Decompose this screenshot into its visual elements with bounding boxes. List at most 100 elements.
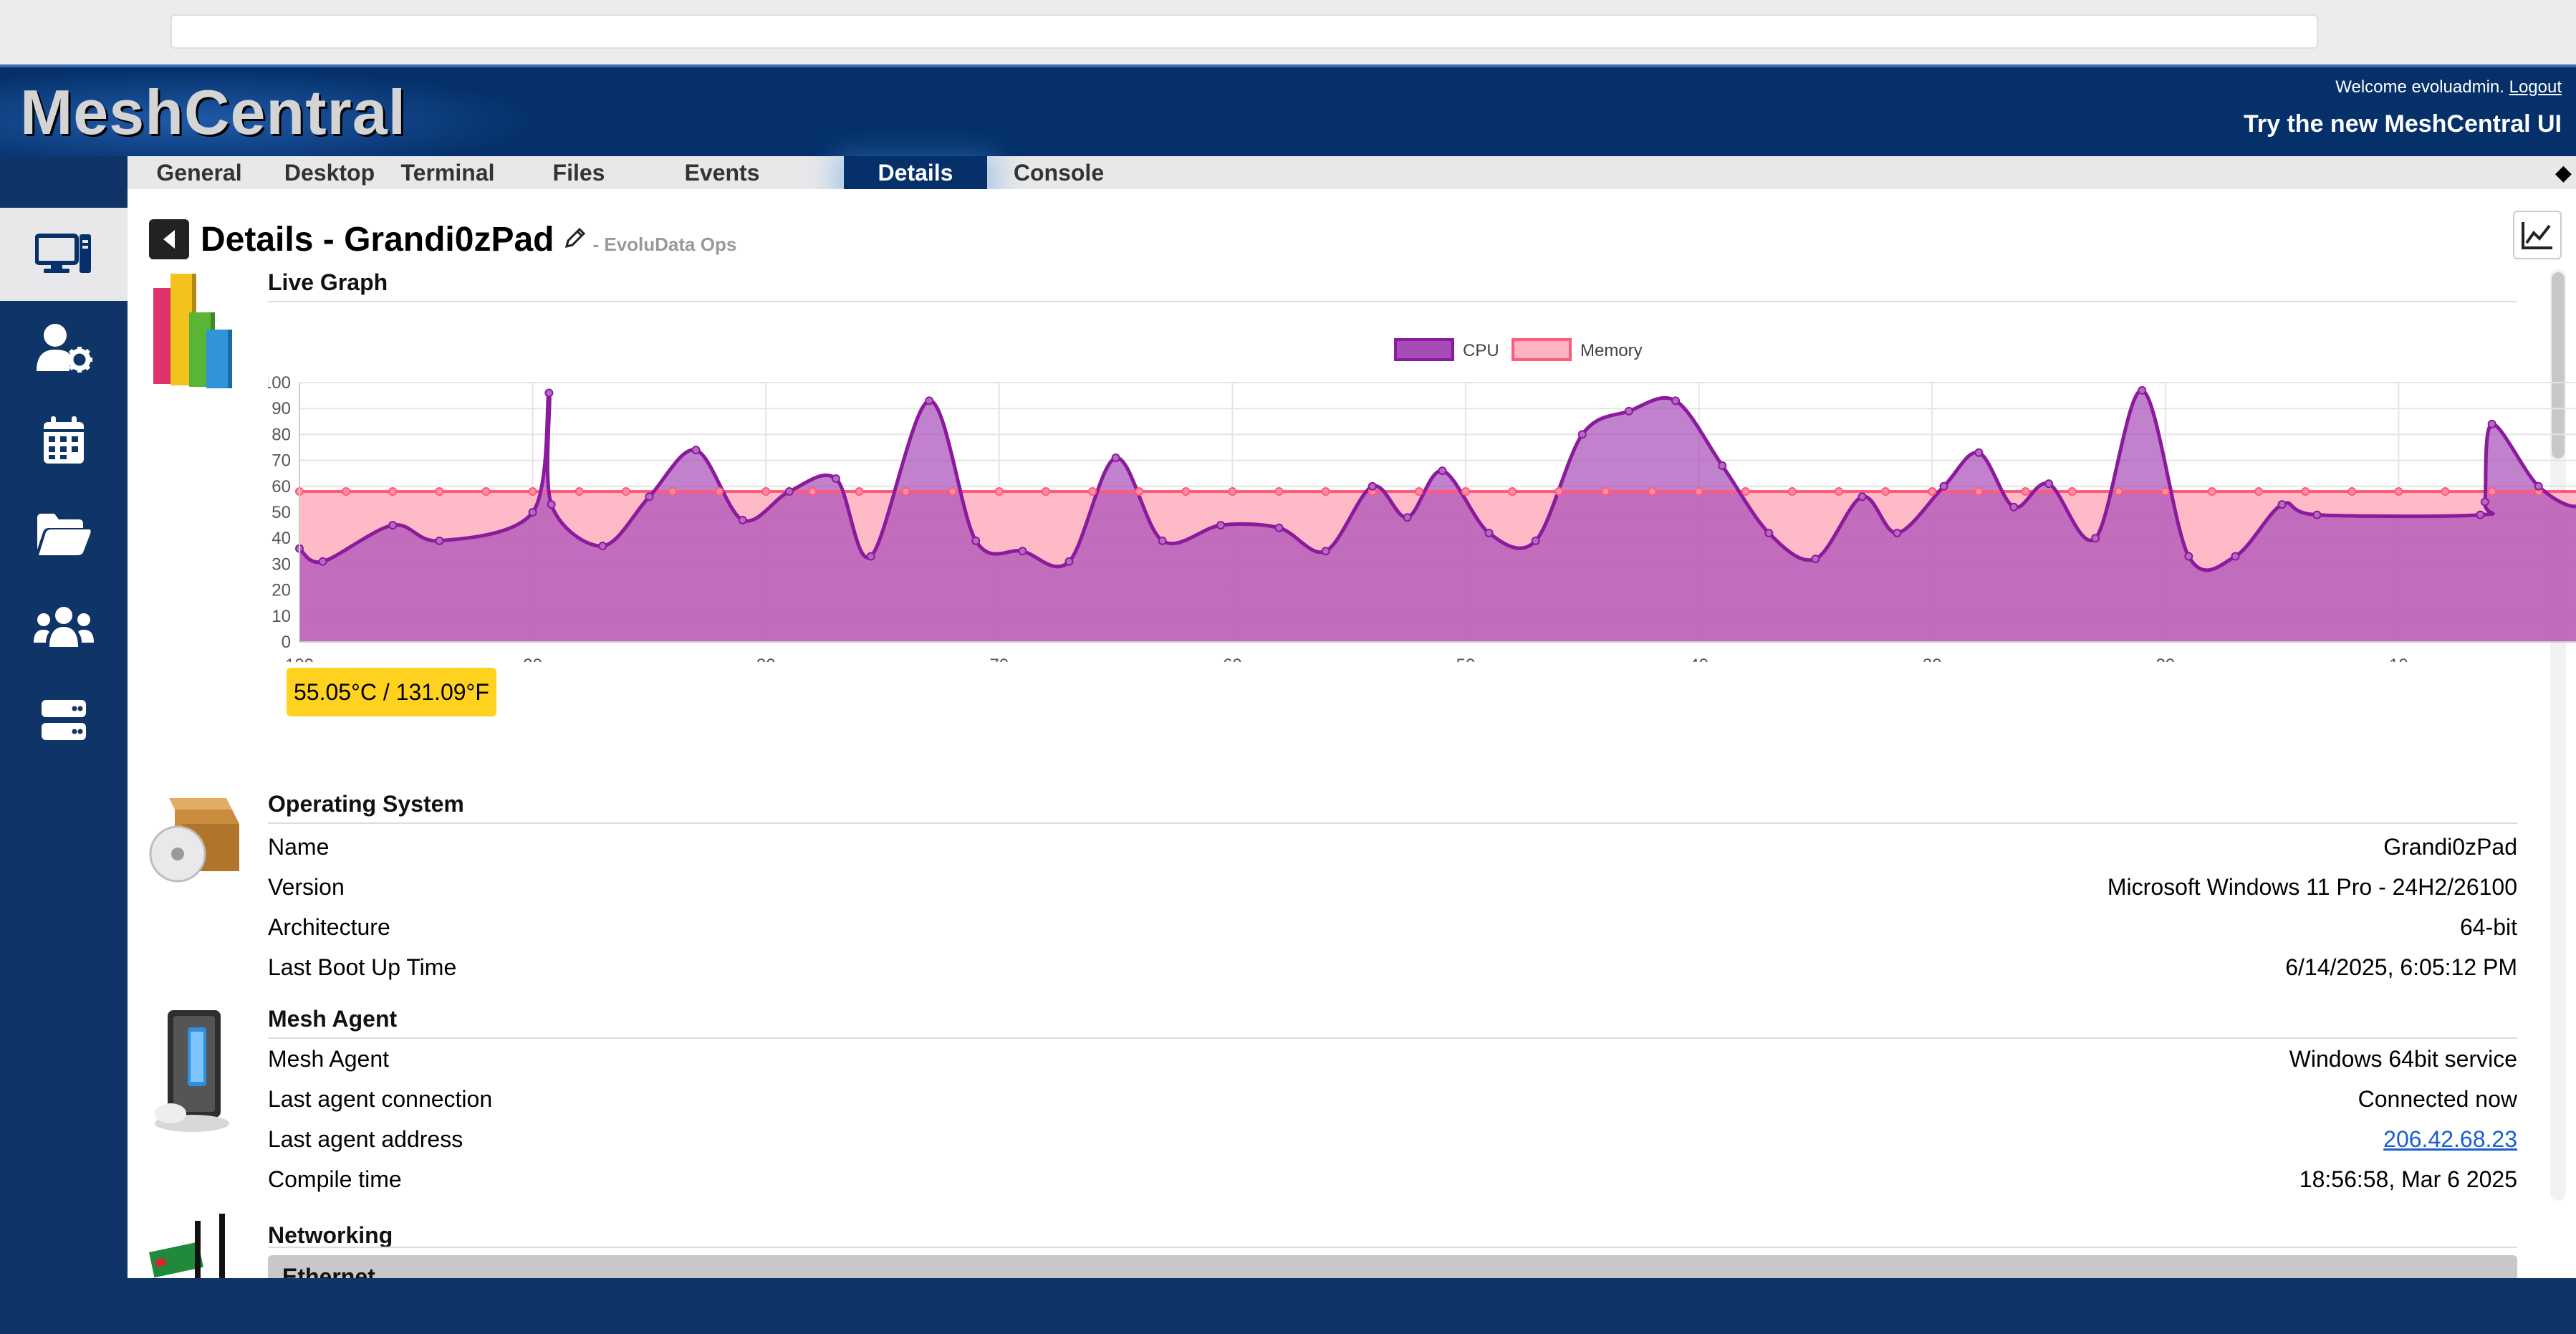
title-row: Details - Grandi0zPad - EvoluData Ops [149,218,736,261]
os-architecture-label: Architecture [268,914,390,940]
cpu-point [1216,521,1226,530]
y-tick-label: 60 [271,477,291,496]
y-tick-label: 50 [271,503,291,522]
app-footer [0,1278,2576,1334]
cpu-point [738,515,747,524]
pencil-icon[interactable] [564,226,587,253]
cpu-point [2534,481,2543,491]
memory-point [1601,487,1610,496]
tab-desktop[interactable]: Desktop [284,160,375,186]
os-version-label: Version [268,874,345,900]
cpu-point [547,500,556,509]
cpu-point [1158,536,1167,545]
sidebar-item-files[interactable] [0,487,128,580]
cpu-memory-chart: 0 10 20 30 40 50 60 70 80 90 100 100 90 80 70 60 50 40 30 2… [262,338,2576,675]
network-card-icon [149,1214,225,1278]
memory-point [1554,487,1564,496]
cpu-point [831,474,840,483]
agent-compile-time-value: 18:56:58, Mar 6 2025 [2299,1166,2517,1192]
os-section-title: Operating System [268,791,464,817]
tab-general[interactable]: General [156,160,242,186]
cpu-point [2009,502,2019,512]
address-bar[interactable] [170,14,2318,49]
graph-toggle-button[interactable] [2513,211,2562,259]
sidebar-item-servers[interactable] [0,673,128,767]
os-version-value: Microsoft Windows 11 Pro - 24H2/26100 [2107,874,2517,900]
browser-toolbar [0,0,2576,64]
cpu-point [598,542,607,551]
diamond-icon[interactable]: ◆ [2555,161,2572,185]
memory-point [2207,487,2216,496]
memory-point [1648,487,1657,496]
cpu-point [2044,479,2053,489]
y-tick-label: 30 [271,555,291,574]
cpu-point [1857,492,1867,502]
cpu-point [2480,497,2489,507]
memory-point [2254,487,2264,496]
tab-console[interactable]: Console [1013,160,1105,186]
memory-point [2114,487,2123,496]
sidebar-item-account[interactable] [0,301,128,394]
memory-point [948,487,957,496]
app-logo: MeshCentral [20,77,407,148]
x-tick-label: 70 [989,656,1009,662]
scrollbar-thumb[interactable] [2552,272,2565,459]
x-tick-label: 20 [2156,656,2175,662]
calendar-icon [44,416,84,464]
memory-point [715,487,724,496]
agent-address-link[interactable]: 206.42.68.23 [2383,1126,2517,1152]
cpu-point [1764,528,1774,537]
memory-point [528,487,537,496]
cpu-point [691,446,701,455]
sidebar-item-devices[interactable] [0,208,128,301]
y-tick-label: 70 [271,451,291,471]
cpu-point [1939,481,1948,491]
cpu-point [1111,453,1120,462]
ethernet-adapter-header[interactable]: Ethernet [268,1255,2517,1278]
tab-details[interactable]: Details [844,156,987,189]
memory-point [1694,487,1703,496]
y-tick-label: 20 [271,581,291,600]
sidebar-item-users[interactable] [0,580,128,673]
tab-terminal[interactable]: Terminal [400,160,495,186]
cpu-point [1368,481,1377,491]
back-button[interactable] [149,219,189,259]
memory-point [342,487,351,496]
mesh-agent-section-title: Mesh Agent [268,1006,398,1032]
cpu-point [925,396,934,406]
sidebar-item-events[interactable] [0,394,128,487]
cpu-point [1321,547,1330,556]
memory-point [2441,487,2450,496]
tab-files[interactable]: Files [552,160,605,186]
cpu-point [866,552,875,561]
memory-point [1881,487,1890,496]
device-group-name: - EvoluData Ops [592,233,737,255]
memory-point [2301,487,2310,496]
software-box-icon [149,798,239,883]
welcome-text: Welcome evoluadmin. Logout [2335,77,2562,97]
memory-point [2161,487,2170,496]
x-tick-label: 40 [1689,656,1708,662]
cpu-point [1403,513,1412,522]
y-tick-label: 80 [271,425,291,444]
cpu-point [1624,406,1633,416]
agent-address-label: Last agent address [268,1126,463,1152]
cpu-point [2312,510,2322,519]
networking-section-title: Networking [268,1222,393,1248]
tab-events[interactable]: Events [684,160,760,186]
y-tick-label: 40 [271,529,291,548]
agent-compile-time-label: Compile time [268,1166,402,1192]
memory-point [1928,487,1937,496]
legend-label-memory: Memory [1580,341,1643,360]
try-new-ui-link[interactable]: Try the new MeshCentral UI [2244,110,2562,138]
agent-connection-value: Connected now [2358,1086,2517,1112]
memory-point [1228,487,1237,496]
logout-link[interactable]: Logout [2509,77,2562,97]
mesh-agent-icon [155,1010,229,1132]
computer-icon [35,234,91,273]
cpu-point [1064,557,1074,566]
memory-point [2347,487,2357,496]
memory-point [1508,487,1517,496]
live-graph-title: Live Graph [268,269,388,295]
cpu-point [645,492,654,502]
